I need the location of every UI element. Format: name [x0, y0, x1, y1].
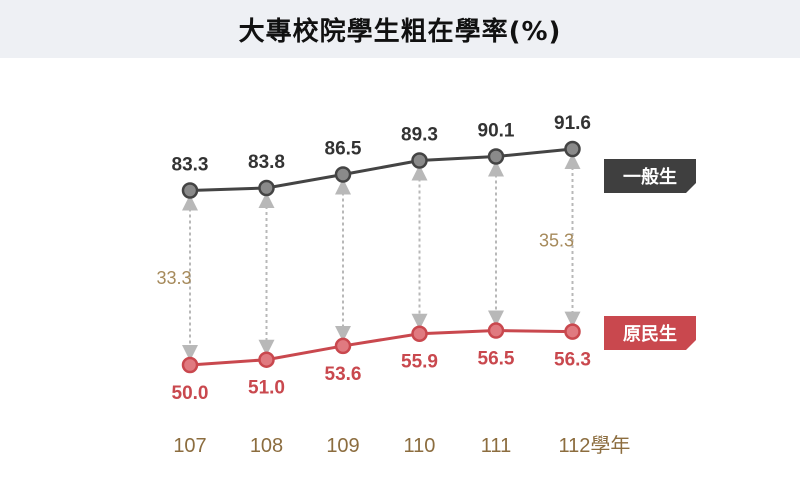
series-line-indigenous [189, 329, 573, 367]
data-label-indigenous-109: 53.6 [325, 364, 362, 385]
data-label-general-107: 83.3 [172, 155, 209, 176]
data-point-indigenous-111 [487, 322, 505, 339]
data-point-general-111 [487, 148, 505, 165]
data-point-indigenous-109 [334, 337, 352, 355]
gap-label-112學年: 35.3 [539, 230, 574, 250]
x-tick-108: 108 [250, 435, 283, 457]
x-tick-111: 111 [481, 435, 511, 457]
title-bar: 大專校院學生粗在學率(%) [0, 0, 800, 58]
data-point-general-107 [181, 182, 199, 199]
chart-title: 大專校院學生粗在學率(%) [238, 16, 562, 47]
data-point-indigenous-107 [181, 356, 199, 374]
legend-indigenous-label: 原民生 [623, 323, 677, 345]
data-label-indigenous-112學年: 56.3 [554, 350, 591, 371]
data-point-indigenous-112學年 [564, 323, 581, 340]
data-label-general-108: 83.8 [248, 152, 285, 173]
data-label-indigenous-111: 56.5 [478, 349, 515, 370]
data-point-general-110 [411, 152, 428, 169]
data-label-indigenous-107: 50.0 [172, 383, 209, 404]
data-point-general-108 [258, 179, 275, 197]
data-label-general-110: 89.3 [401, 125, 438, 146]
data-label-general-109: 86.5 [325, 139, 362, 160]
data-point-general-109 [334, 166, 352, 183]
legend-general-label: 一般生 [623, 166, 677, 188]
legend-indigenous-bg [604, 316, 696, 350]
data-label-indigenous-108: 51.0 [248, 378, 285, 399]
data-point-general-112學年 [564, 140, 581, 158]
x-tick-109: 109 [326, 435, 359, 457]
x-tick-110: 110 [404, 435, 436, 457]
data-point-indigenous-110 [411, 325, 428, 342]
gap-label-107: 33.3 [156, 268, 191, 288]
x-tick-112學年: 112學年 [559, 434, 631, 457]
legend-general-bg [604, 159, 696, 193]
x-tick-107: 107 [173, 435, 206, 457]
data-label-indigenous-110: 55.9 [401, 352, 438, 373]
series-line-general [189, 147, 573, 192]
data-point-indigenous-108 [258, 351, 275, 368]
data-label-general-112學年: 91.6 [554, 113, 591, 134]
data-label-general-111: 90.1 [478, 121, 515, 142]
